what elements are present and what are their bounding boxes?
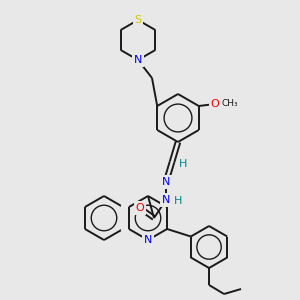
Text: H: H — [179, 159, 188, 169]
Text: H: H — [174, 196, 182, 206]
Text: O: O — [136, 203, 144, 213]
Text: O: O — [210, 99, 219, 109]
Text: N: N — [162, 177, 170, 187]
Text: N: N — [134, 55, 142, 65]
Text: N: N — [162, 195, 170, 205]
Text: S: S — [134, 15, 142, 25]
Text: CH₃: CH₃ — [222, 98, 238, 107]
Text: N: N — [144, 235, 152, 245]
